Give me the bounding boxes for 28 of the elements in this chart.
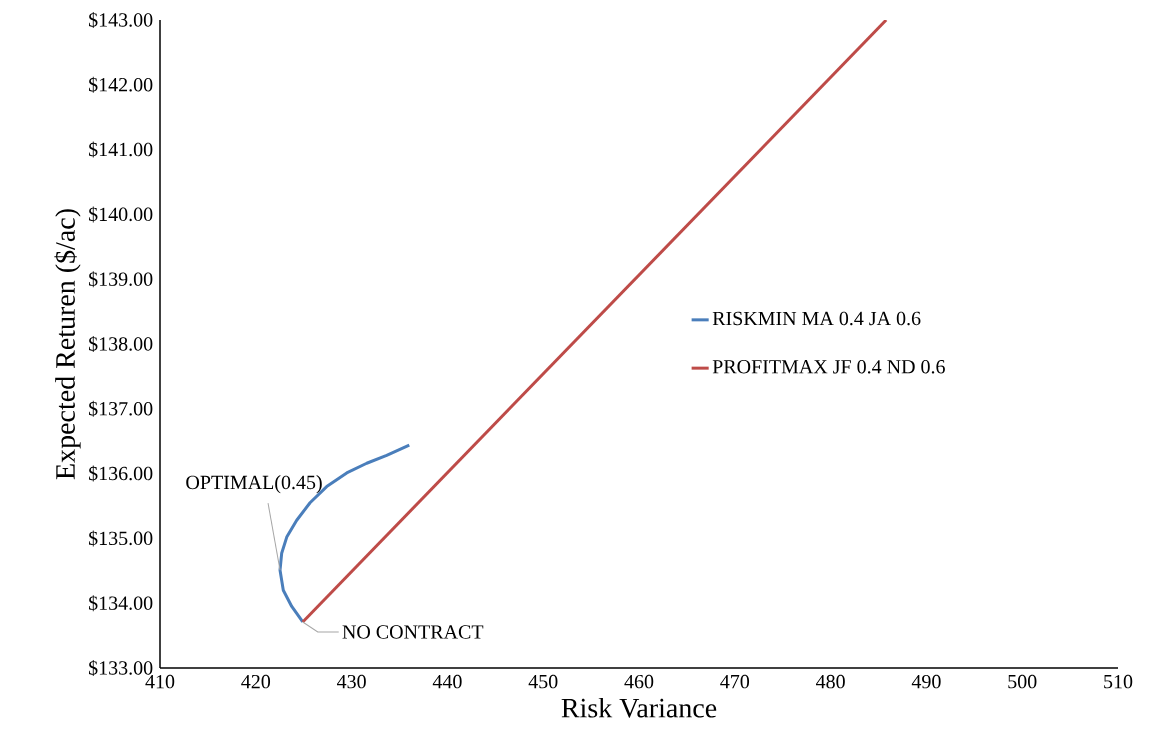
x-tick-label: 470 [720, 674, 750, 689]
x-tick-label: 500 [1008, 674, 1037, 689]
x-tick-label: 450 [528, 674, 558, 689]
x-tick-label: 490 [911, 674, 941, 689]
y-tick-label: $135.00 [89, 530, 153, 547]
x-tick-label: 410 [145, 674, 175, 689]
y-tick-label: $138.00 [89, 336, 153, 352]
x-tick-label: 480 [816, 674, 845, 689]
x-axis-title: Risk Variance [561, 697, 717, 718]
legend-label: PROFITMAX JF 0.4 ND 0.6 [712, 360, 945, 374]
y-axis-title: Expected Returen ($/ac) [54, 209, 81, 480]
y-tick-label: $141.00 [89, 141, 153, 158]
y-tick-label: $136.00 [89, 465, 153, 482]
legend-label: RISKMIN MA 0.4 JA 0.6 [712, 311, 921, 326]
y-tick-label: $133.00 [89, 660, 153, 676]
annotation: OPTIMAL(0.45) [186, 475, 322, 494]
annotation: NO CONTRACT [342, 625, 484, 639]
y-tick-label: $140.00 [89, 206, 153, 223]
y-tick-label: $143.00 [89, 12, 153, 28]
x-tick-label: 510 [1104, 674, 1133, 689]
y-tick-label: $137.00 [89, 400, 153, 417]
y-tick-label: $139.00 [89, 271, 153, 288]
x-tick-label: 430 [337, 674, 366, 689]
y-tick-label: $134.00 [89, 595, 153, 612]
x-tick-label: 460 [624, 674, 654, 689]
x-tick-label: 420 [241, 674, 271, 689]
x-tick-label: 440 [432, 674, 462, 689]
y-tick-label: $142.00 [89, 76, 153, 93]
